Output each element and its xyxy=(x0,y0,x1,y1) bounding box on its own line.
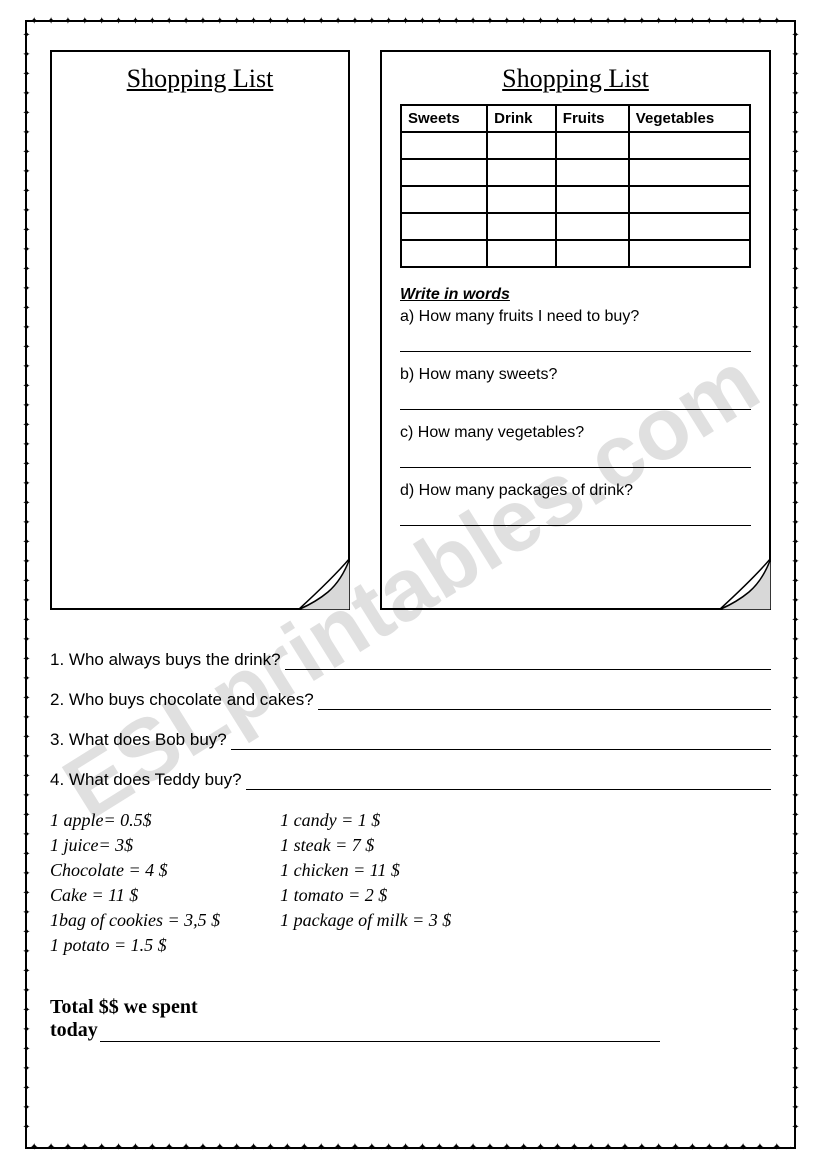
table-row xyxy=(401,159,750,186)
bottom-question-row: 1. Who always buys the drink? xyxy=(50,650,771,670)
price-col-2: 1 candy = 1 $ 1 steak = 7 $ 1 chicken = 11… xyxy=(280,810,451,956)
bottom-question-label: 3. What does Bob buy? xyxy=(50,730,227,750)
answer-line[interactable] xyxy=(400,502,751,526)
inner-question: b) How many sweets? xyxy=(400,366,751,384)
table-cell[interactable] xyxy=(556,213,629,240)
total-label-line1: Total $$ we spent xyxy=(50,996,660,1019)
price-item: Chocolate = 4 $ xyxy=(50,860,220,881)
total-row: Total $$ we spent today xyxy=(50,996,771,1042)
right-sheet: Shopping List Sweets Drink Fruits Vegeta… xyxy=(380,50,771,610)
page-curl-icon xyxy=(298,558,350,610)
border-left: ✦ ✦ ✦ ✦ ✦ ✦ ✦ ✦ ✦ ✦ ✦ ✦ ✦ ✦ ✦ ✦ ✦ ✦ ✦ ✦ … xyxy=(20,30,32,1139)
price-item: 1 tomato = 2 $ xyxy=(280,885,451,906)
inner-question: d) How many packages of drink? xyxy=(400,482,751,500)
table-cell[interactable] xyxy=(487,213,556,240)
write-in-words-heading: Write in words xyxy=(400,286,751,304)
table-cell[interactable] xyxy=(629,213,750,240)
col-vegetables: Vegetables xyxy=(629,105,750,132)
table-cell[interactable] xyxy=(487,159,556,186)
price-item: 1 steak = 7 $ xyxy=(280,835,451,856)
border-bottom: ✦ ✦ ✦ ✦ ✦ ✦ ✦ ✦ ✦ ✦ ✦ ✦ ✦ ✦ ✦ ✦ ✦ ✦ ✦ ✦ … xyxy=(30,1142,791,1153)
table-cell[interactable] xyxy=(556,132,629,159)
price-item: 1 package of milk = 3 $ xyxy=(280,910,451,931)
bottom-question-label: 4. What does Teddy buy? xyxy=(50,770,242,790)
table-header-row: Sweets Drink Fruits Vegetables xyxy=(401,105,750,132)
total-label-line2: today xyxy=(50,1019,98,1042)
table-row xyxy=(401,186,750,213)
bottom-question-label: 2. Who buys chocolate and cakes? xyxy=(50,690,314,710)
table-cell[interactable] xyxy=(487,240,556,267)
table-cell[interactable] xyxy=(401,132,487,159)
table-cell[interactable] xyxy=(629,159,750,186)
table-cell[interactable] xyxy=(556,186,629,213)
table-row xyxy=(401,240,750,267)
price-item: 1 potato = 1.5 $ xyxy=(50,935,220,956)
page-curl-icon xyxy=(719,558,771,610)
table-cell[interactable] xyxy=(629,132,750,159)
price-item: 1 juice= 3$ xyxy=(50,835,220,856)
table-cell[interactable] xyxy=(401,213,487,240)
answer-line[interactable] xyxy=(400,386,751,410)
content-area: Shopping List Shopping List Sweets Drink… xyxy=(50,50,771,1119)
answer-line[interactable] xyxy=(285,652,771,670)
table-row xyxy=(401,213,750,240)
table-cell[interactable] xyxy=(401,186,487,213)
bottom-questions: 1. Who always buys the drink? 2. Who buys… xyxy=(50,650,771,790)
total-label: Total $$ we spent today xyxy=(50,996,660,1042)
answer-line[interactable] xyxy=(318,692,771,710)
sheets-row: Shopping List Shopping List Sweets Drink… xyxy=(50,50,771,610)
answer-line[interactable] xyxy=(400,444,751,468)
table-cell[interactable] xyxy=(487,132,556,159)
bottom-question-label: 1. Who always buys the drink? xyxy=(50,650,281,670)
bottom-question-row: 2. Who buys chocolate and cakes? xyxy=(50,690,771,710)
price-item: Cake = 11 $ xyxy=(50,885,220,906)
answer-line[interactable] xyxy=(400,328,751,352)
border-top: ✦ ✦ ✦ ✦ ✦ ✦ ✦ ✦ ✦ ✦ ✦ ✦ ✦ ✦ ✦ ✦ ✦ ✦ ✦ ✦ … xyxy=(30,16,791,27)
table-row xyxy=(401,132,750,159)
total-blank-line[interactable] xyxy=(100,1022,660,1042)
price-item: 1bag of cookies = 3,5 $ xyxy=(50,910,220,931)
left-sheet-title: Shopping List xyxy=(70,64,330,94)
price-col-1: 1 apple= 0.5$ 1 juice= 3$ Chocolate = 4 $ C… xyxy=(50,810,220,956)
table-cell[interactable] xyxy=(629,186,750,213)
price-item: 1 apple= 0.5$ xyxy=(50,810,220,831)
col-drink: Drink xyxy=(487,105,556,132)
category-table: Sweets Drink Fruits Vegetables xyxy=(400,104,751,268)
bottom-question-row: 4. What does Teddy buy? xyxy=(50,770,771,790)
table-cell[interactable] xyxy=(401,159,487,186)
border-right: ✦ ✦ ✦ ✦ ✦ ✦ ✦ ✦ ✦ ✦ ✦ ✦ ✦ ✦ ✦ ✦ ✦ ✦ ✦ ✦ … xyxy=(789,30,801,1139)
left-sheet: Shopping List xyxy=(50,50,350,610)
table-cell[interactable] xyxy=(556,159,629,186)
table-cell[interactable] xyxy=(629,240,750,267)
inner-question: a) How many fruits I need to buy? xyxy=(400,308,751,326)
answer-line[interactable] xyxy=(246,772,771,790)
price-item: 1 chicken = 11 $ xyxy=(280,860,451,881)
table-cell[interactable] xyxy=(556,240,629,267)
col-fruits: Fruits xyxy=(556,105,629,132)
right-sheet-title: Shopping List xyxy=(400,64,751,94)
table-cell[interactable] xyxy=(487,186,556,213)
price-item: 1 candy = 1 $ xyxy=(280,810,451,831)
price-list: 1 apple= 0.5$ 1 juice= 3$ Chocolate = 4 $ C… xyxy=(50,810,771,956)
table-cell[interactable] xyxy=(401,240,487,267)
bottom-question-row: 3. What does Bob buy? xyxy=(50,730,771,750)
answer-line[interactable] xyxy=(231,732,771,750)
inner-question: c) How many vegetables? xyxy=(400,424,751,442)
col-sweets: Sweets xyxy=(401,105,487,132)
